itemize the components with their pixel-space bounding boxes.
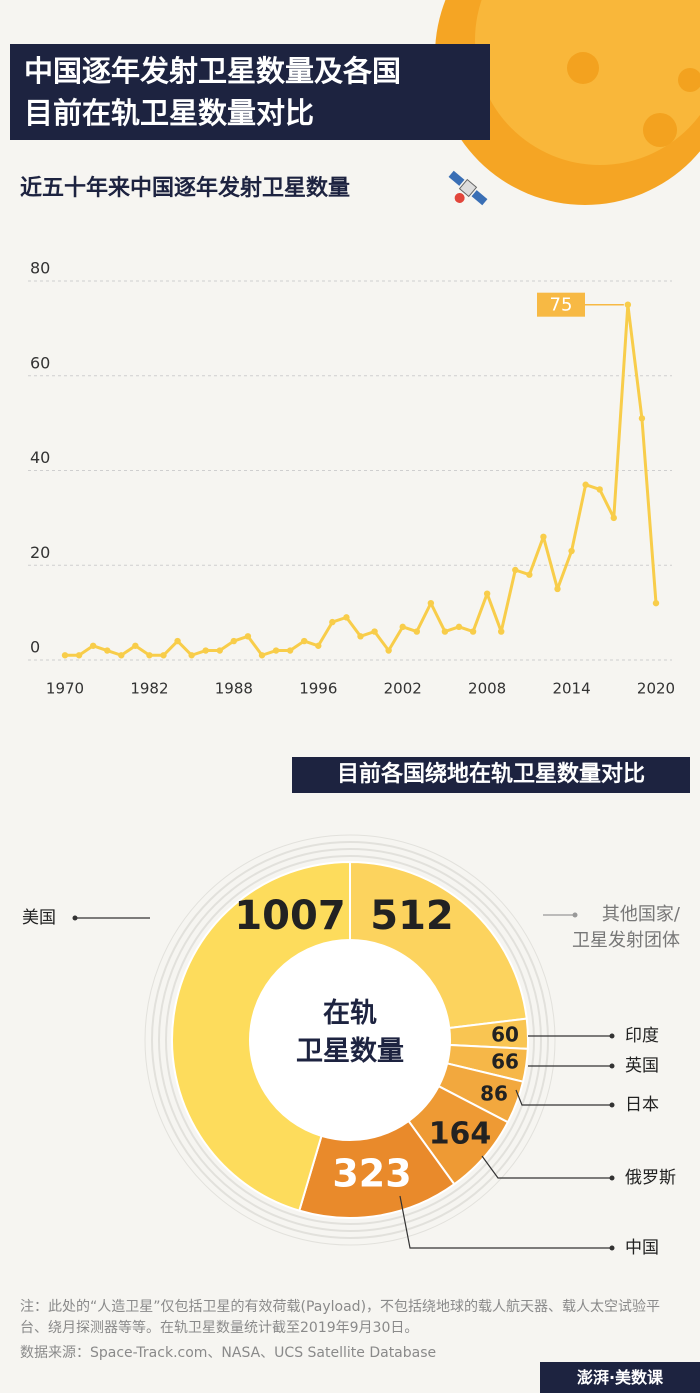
point — [357, 633, 364, 640]
point — [216, 647, 223, 654]
point — [582, 481, 589, 488]
category-label: 日本 — [625, 1095, 659, 1115]
point — [118, 652, 125, 659]
category-label: 俄罗斯 — [625, 1168, 676, 1188]
point — [568, 547, 575, 555]
point — [202, 647, 209, 654]
y-tick-label: 80 — [30, 259, 50, 278]
point — [146, 652, 153, 659]
x-tick-label: 1988 — [215, 680, 253, 698]
x-tick-label: 2014 — [552, 680, 590, 698]
point — [427, 599, 435, 607]
leader-dot — [609, 1175, 615, 1181]
x-tick-label: 1970 — [46, 680, 84, 698]
leader-dot — [609, 1063, 615, 1069]
leader-line — [481, 1155, 612, 1179]
footnote: 注：此处的“人造卫星”仅包括卫星的有效荷载(Payload)，不包括绕地球的载人… — [20, 1299, 661, 1336]
point — [610, 514, 617, 522]
point — [132, 642, 139, 649]
point — [286, 647, 294, 654]
point — [75, 652, 83, 659]
category-label: 印度 — [625, 1026, 659, 1046]
category-label: 其他国家/ 卫星发射团体 — [572, 904, 680, 951]
point — [441, 628, 449, 635]
category-label: 英国 — [625, 1056, 659, 1076]
point — [244, 633, 252, 640]
value-label: 66 — [491, 1050, 519, 1074]
y-tick-label: 60 — [30, 353, 50, 372]
line-chart-title: 近五十年来中国逐年发射卫星数量 — [20, 176, 351, 201]
value-label: 512 — [370, 893, 454, 939]
point — [413, 628, 420, 635]
leader-line — [399, 1195, 612, 1249]
category-label: 美国 — [22, 908, 56, 928]
point — [385, 647, 392, 654]
y-tick-label: 20 — [30, 543, 50, 562]
leader-dot — [609, 1102, 615, 1108]
pie-rings — [144, 834, 556, 1246]
point — [554, 585, 561, 593]
value-label: 60 — [491, 1023, 519, 1047]
annotation-label: 75 — [550, 295, 573, 316]
point — [230, 637, 238, 645]
leader-line — [515, 1089, 612, 1106]
point — [61, 652, 69, 659]
point — [174, 637, 181, 645]
page-title: 中国逐年发射卫星数量及各国 目前在轨卫星数量对比 — [10, 44, 490, 140]
point — [315, 642, 322, 649]
point — [512, 566, 519, 574]
leader-dot — [72, 915, 78, 921]
point — [483, 590, 491, 597]
pie-chart-title: 目前各国绕地在轨卫星数量对比 — [292, 757, 690, 793]
y-tick-label: 40 — [30, 448, 50, 467]
x-tick-label: 1996 — [299, 680, 337, 698]
x-tick-label: 2008 — [468, 680, 506, 698]
moon-decoration — [435, 0, 700, 205]
line — [65, 303, 658, 657]
annotation-box — [537, 292, 585, 317]
point — [371, 628, 378, 635]
point — [624, 301, 632, 308]
point — [652, 599, 660, 607]
x-tick-label: 1982 — [130, 680, 168, 698]
point — [89, 642, 97, 649]
point — [104, 647, 111, 654]
value-label: 86 — [480, 1082, 508, 1106]
point — [596, 486, 603, 493]
leader-dot — [609, 1033, 615, 1039]
value-label: 1007 — [234, 893, 345, 939]
leader-dot — [572, 912, 578, 918]
point — [343, 614, 350, 621]
marks: 0 20 40 60 80 1970 1982 1988 1996 2002 2008 2014 202… — [28, 259, 675, 1251]
point — [526, 571, 533, 578]
point — [540, 533, 547, 541]
pie-hole — [250, 940, 450, 1140]
source: 数据来源：Space-Track.com、NASA、UCS Satellite … — [20, 1345, 437, 1361]
point — [329, 618, 336, 626]
point — [469, 628, 477, 635]
x-tick-label: 2002 — [384, 680, 422, 698]
value-label: 164 — [429, 1117, 492, 1152]
category-label: 中国 — [625, 1238, 659, 1258]
point — [272, 647, 280, 654]
pie-center-label: 在轨 卫星数量 — [296, 998, 404, 1067]
point — [455, 623, 463, 631]
point — [498, 628, 505, 635]
leader-dot — [609, 1245, 615, 1251]
point — [188, 652, 195, 659]
point — [301, 637, 308, 645]
point — [638, 415, 646, 422]
logo: 澎湃·美数课 — [540, 1362, 700, 1393]
satellite-icon — [448, 170, 488, 206]
x-tick-label: 2020 — [637, 680, 675, 698]
point — [160, 652, 167, 659]
value-label: 323 — [332, 1152, 411, 1196]
point — [399, 623, 406, 631]
y-tick-label: 0 — [30, 638, 40, 657]
point — [258, 652, 266, 659]
